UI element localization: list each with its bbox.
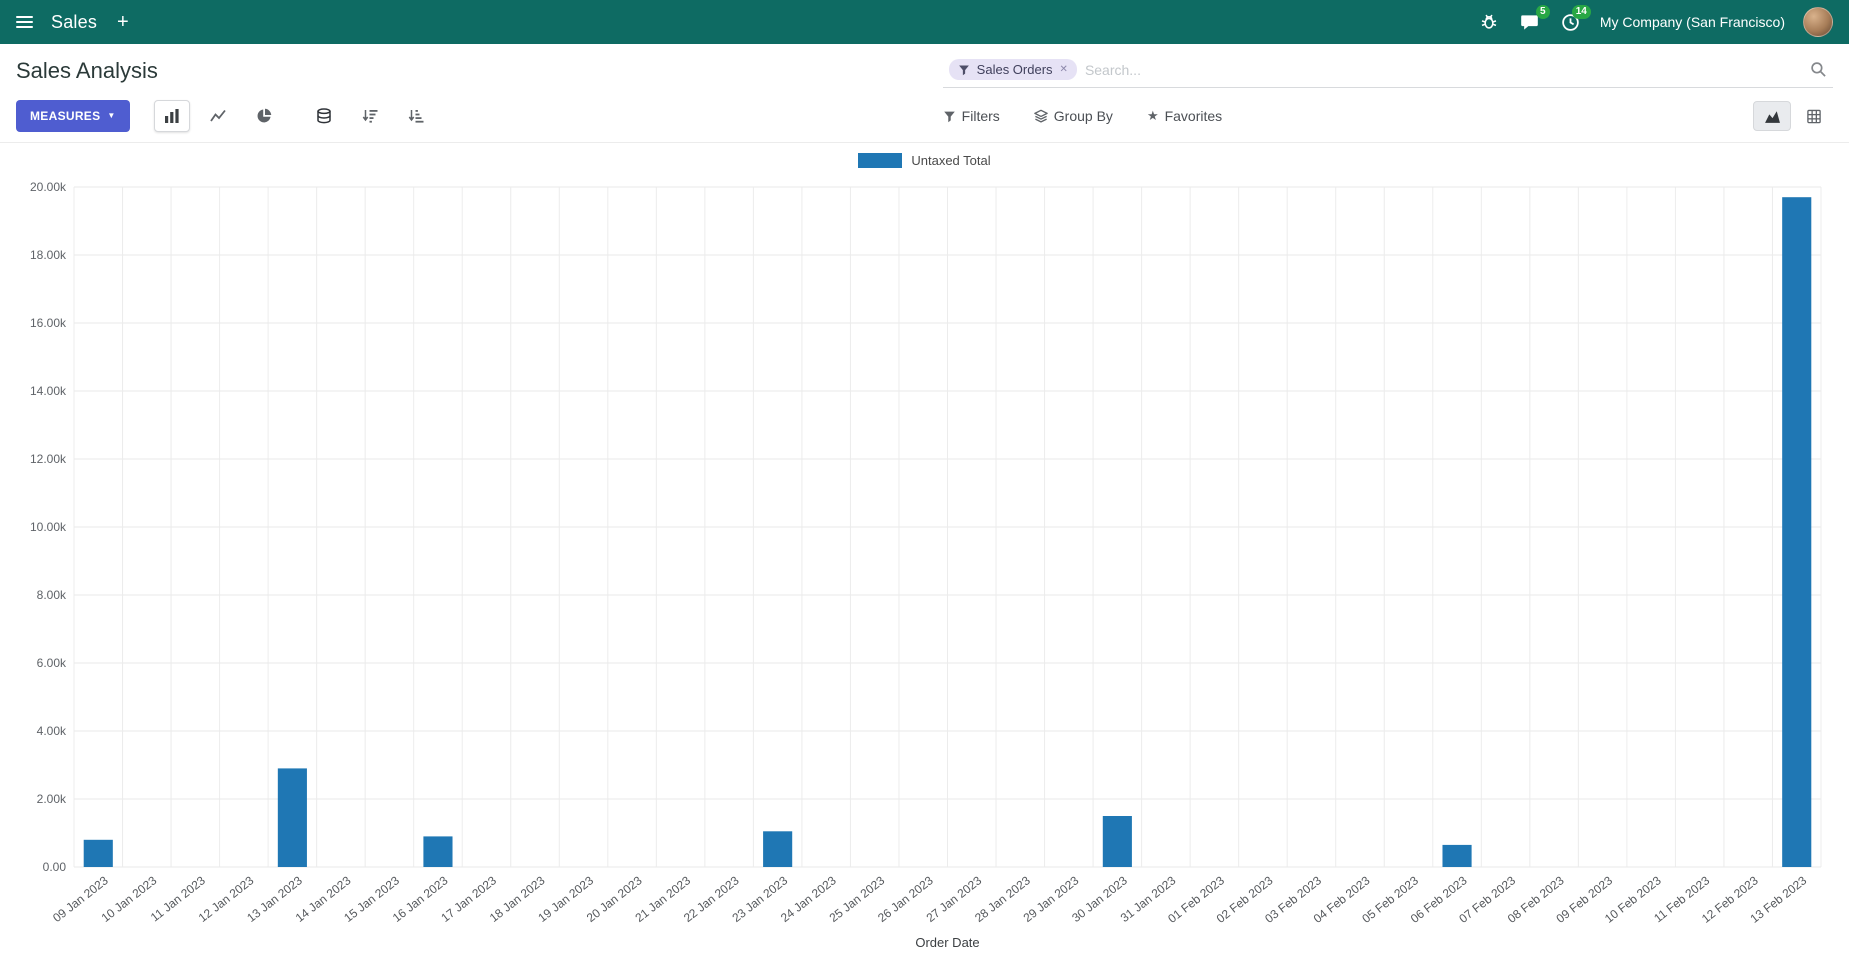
debug-button[interactable] <box>1478 11 1500 33</box>
legend-swatch <box>858 152 903 168</box>
chart-toolbar: MEASURES ▼ <box>16 100 943 132</box>
bar[interactable] <box>1102 816 1132 867</box>
control-panel: Sales Analysis Sales Orders ✕ MEASURES ▼ <box>0 44 1849 143</box>
navbar-left: Sales + <box>16 10 131 34</box>
search-icon[interactable] <box>1810 61 1827 78</box>
pivot-view-icon <box>1807 109 1821 123</box>
y-tick-label: 18.00k <box>30 248 67 262</box>
search-bar[interactable]: Sales Orders ✕ <box>942 54 1833 88</box>
measures-button[interactable]: MEASURES ▼ <box>16 100 130 132</box>
activities-badge: 14 <box>1571 4 1591 19</box>
measures-label: MEASURES <box>30 109 101 123</box>
facet-close-icon[interactable]: ✕ <box>1059 64 1068 75</box>
sort-ascending-icon <box>408 110 424 123</box>
graph-view: Untaxed Total 0.00 2.00k 4.00k 6.00k 8.00k 10… <box>0 145 1849 958</box>
search-input[interactable] <box>1084 61 1802 78</box>
favorites-button[interactable]: ★ Favorites <box>1147 108 1222 124</box>
sort-descending-icon <box>362 110 378 123</box>
page-title: Sales Analysis <box>16 58 158 83</box>
y-tick-label: 6.00k <box>37 656 67 670</box>
x-axis-title: Order Date <box>915 935 979 950</box>
search-options: Filters Group By ★ Favorites <box>943 101 1833 131</box>
line-chart-button[interactable] <box>200 100 236 132</box>
bar[interactable] <box>277 768 307 867</box>
filters-label: Filters <box>961 108 1000 124</box>
star-icon: ★ <box>1146 108 1159 123</box>
filters-button[interactable]: Filters <box>943 108 1000 124</box>
y-tick-label: 4.00k <box>37 724 67 738</box>
chat-bubble-icon <box>1521 14 1538 30</box>
navbar-right: 5 14 My Company (San Francisco) <box>1478 4 1833 37</box>
caret-down-icon: ▼ <box>107 111 116 120</box>
filter-icon <box>958 65 969 75</box>
bar-chart: 0.00 2.00k 4.00k 6.00k 8.00k 10.00k 12.00k 14.0… <box>30 180 1822 950</box>
messages-button[interactable]: 5 <box>1518 4 1550 34</box>
group-by-button[interactable]: Group By <box>1034 108 1113 124</box>
y-tick-label: 0.00 <box>43 860 67 874</box>
bar-chart-icon <box>164 109 179 123</box>
graph-view-button[interactable] <box>1753 101 1791 131</box>
y-tick-label: 8.00k <box>37 588 67 602</box>
bar[interactable] <box>83 839 113 867</box>
layers-icon <box>1034 109 1048 123</box>
app-title[interactable]: Sales <box>51 11 98 32</box>
chart-legend[interactable]: Untaxed Total <box>16 145 1833 175</box>
y-tick-label: 2.00k <box>37 792 67 806</box>
line-chart-icon <box>209 109 226 122</box>
filters-icon <box>943 111 955 122</box>
top-navbar: Sales + 5 14 My C <box>0 0 1849 44</box>
company-menu[interactable]: My Company (San Francisco) <box>1599 14 1785 30</box>
favorites-label: Favorites <box>1164 108 1223 124</box>
bar-chart-button[interactable] <box>153 100 190 132</box>
activities-button[interactable]: 14 <box>1559 4 1591 34</box>
y-tick-label: 14.00k <box>30 384 67 398</box>
pie-chart-icon <box>257 108 271 123</box>
search-facet-label: Sales Orders <box>976 62 1053 77</box>
bar[interactable] <box>423 836 453 867</box>
plus-icon: + <box>117 11 129 33</box>
view-switcher <box>1753 101 1833 131</box>
y-tick-label: 12.00k <box>30 452 67 466</box>
bug-icon <box>1481 14 1497 29</box>
avatar[interactable] <box>1803 7 1833 37</box>
apps-menu-icon[interactable] <box>16 16 33 28</box>
y-tick-label: 10.00k <box>30 520 67 534</box>
bar[interactable] <box>1442 844 1472 867</box>
legend-label: Untaxed Total <box>911 152 991 168</box>
sort-ascending-button[interactable] <box>398 100 434 132</box>
sort-descending-button[interactable] <box>352 100 388 132</box>
group-by-label: Group By <box>1053 108 1113 124</box>
new-tab-button[interactable]: + <box>115 10 131 34</box>
stacked-icon <box>316 108 331 124</box>
bar[interactable] <box>1782 197 1812 867</box>
y-tick-label: 16.00k <box>30 316 67 330</box>
pie-chart-button[interactable] <box>246 100 282 132</box>
pivot-view-button[interactable] <box>1795 101 1833 131</box>
bar[interactable] <box>763 831 793 867</box>
graph-view-icon <box>1764 110 1780 123</box>
search-facet-sales-orders[interactable]: Sales Orders ✕ <box>948 59 1077 80</box>
messages-badge: 5 <box>1535 4 1550 19</box>
y-tick-label: 20.00k <box>30 180 67 194</box>
clock-icon <box>1562 13 1579 31</box>
stacked-toggle-button[interactable] <box>306 100 342 132</box>
